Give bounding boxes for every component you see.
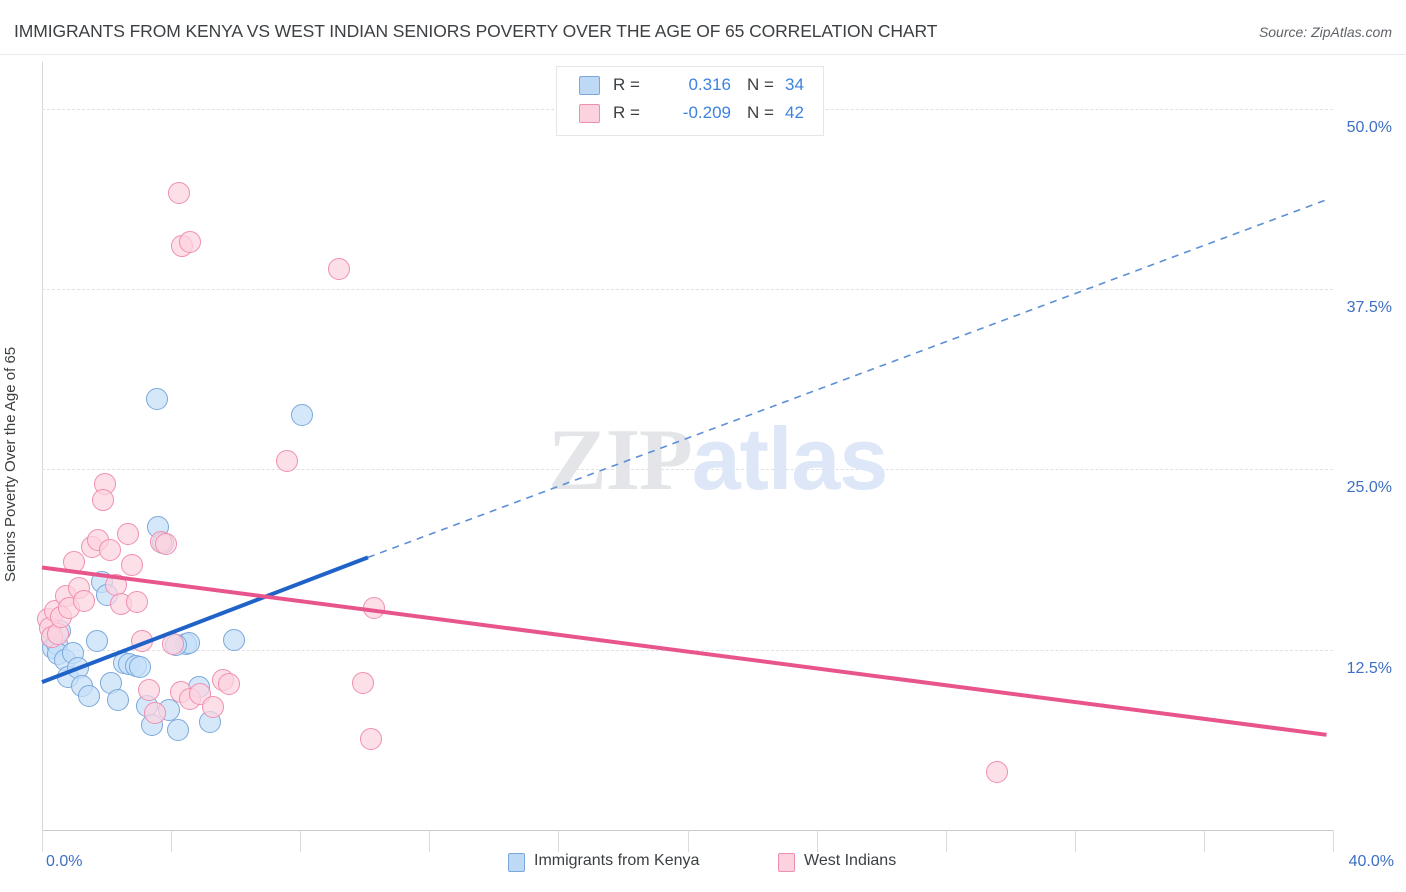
data-point[interactable] [290,403,313,426]
data-point[interactable] [363,596,386,619]
data-point[interactable] [352,671,375,694]
data-point[interactable] [116,523,139,546]
correlation-legend: R = 0.316 N = 34 R = -0.209 N = 42 [556,66,824,136]
data-point[interactable] [126,591,149,614]
data-point[interactable] [179,230,202,253]
gridline-37-5 [42,289,1333,291]
data-point[interactable] [129,656,152,679]
data-point[interactable] [143,702,166,725]
x-axis-min-label: 0.0% [46,853,83,870]
y-axis-line [42,62,43,830]
data-point[interactable] [92,488,115,511]
page-title: IMMIGRANTS FROM KENYA VS WEST INDIAN SEN… [14,21,938,41]
r-value-west-indians: -0.209 [682,103,731,122]
legend-label-kenya: Immigrants from Kenya [534,852,700,869]
x-axis-max-label: 40.0% [1348,853,1394,870]
x-tick-2 [300,830,302,852]
legend-swatch-west-indians [579,104,600,123]
n-value-kenya: 34 [785,75,804,94]
n-label-kenya: N = [747,75,774,94]
data-point[interactable] [106,689,129,712]
y-tick-label-37-5: 37.5% [1346,299,1392,317]
watermark-zip: ZIP [548,412,693,509]
data-point[interactable] [276,449,299,472]
data-point[interactable] [145,387,168,410]
x-tick-4 [558,830,560,852]
y-tick-label-12-5: 12.5% [1346,659,1392,677]
correlation-row-kenya: R = 0.316 N = 34 [557,73,823,99]
n-label-west-indians: N = [747,103,774,122]
legend-marker-west-indians [778,853,795,872]
x-tick-7 [945,830,947,852]
r-label-west-indians: R = [613,103,640,122]
data-point[interactable] [327,257,350,280]
watermark-atlas: atlas [691,409,889,508]
data-point[interactable] [168,181,191,204]
data-point[interactable] [155,533,178,556]
data-point[interactable] [98,539,121,562]
gridline-25 [42,469,1333,471]
x-tick-3 [429,830,431,852]
x-tick-9 [1203,830,1205,852]
x-tick-8 [1074,830,1076,852]
data-point[interactable] [202,696,225,719]
legend-marker-kenya [508,853,525,872]
x-tick-5 [687,830,689,852]
data-point[interactable] [360,728,383,751]
r-label-kenya: R = [613,75,640,94]
n-value-west-indians: 42 [785,103,804,122]
data-point[interactable] [137,679,160,702]
legend-label-west-indians: West Indians [804,852,897,869]
source-attribution: Source: ZipAtlas.com [1258,24,1392,40]
data-point[interactable] [223,628,246,651]
correlation-row-west-indians: R = -0.209 N = 42 [557,101,823,127]
chart-header: IMMIGRANTS FROM KENYA VS WEST INDIAN SEN… [0,0,1406,55]
watermark: ZIPatlas [548,408,889,511]
data-point[interactable] [131,630,154,653]
legend-swatch-kenya [579,76,600,95]
x-tick-1 [171,830,173,852]
y-tick-label-50: 50.0% [1346,118,1392,136]
x-tick-0 [42,830,43,852]
data-point[interactable] [986,761,1009,784]
header-divider [0,54,1406,55]
data-point[interactable] [63,550,86,573]
data-point[interactable] [77,684,100,707]
y-tick-label-25: 25.0% [1346,479,1392,497]
data-point[interactable] [218,673,241,696]
data-point[interactable] [72,589,95,612]
y-axis-title: Seniors Poverty Over the Age of 65 [2,346,19,582]
x-tick-6 [816,830,818,852]
x-tick-10 [1333,830,1334,852]
data-point[interactable] [161,632,184,655]
data-point[interactable] [85,630,108,653]
data-point[interactable] [121,553,144,576]
r-value-kenya: 0.316 [688,75,731,94]
data-point[interactable] [166,719,189,742]
plot-area: ZIPatlas [37,62,1333,830]
